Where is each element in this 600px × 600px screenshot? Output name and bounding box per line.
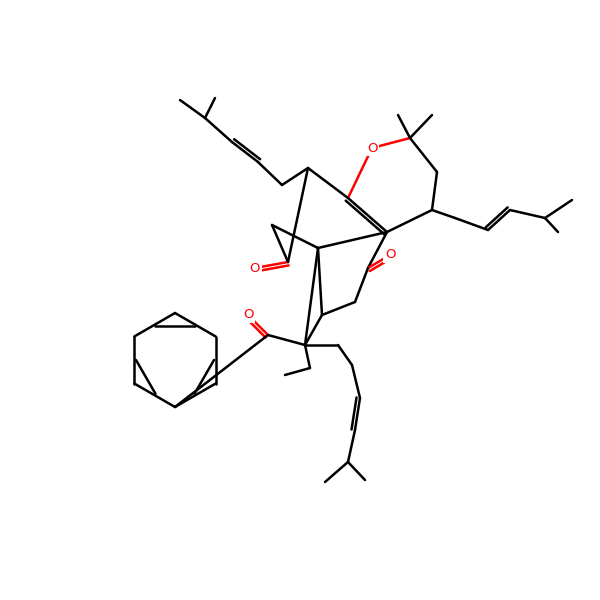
Text: O: O [385,248,395,262]
Text: O: O [250,262,260,275]
Text: O: O [243,308,253,322]
Text: O: O [367,142,377,154]
